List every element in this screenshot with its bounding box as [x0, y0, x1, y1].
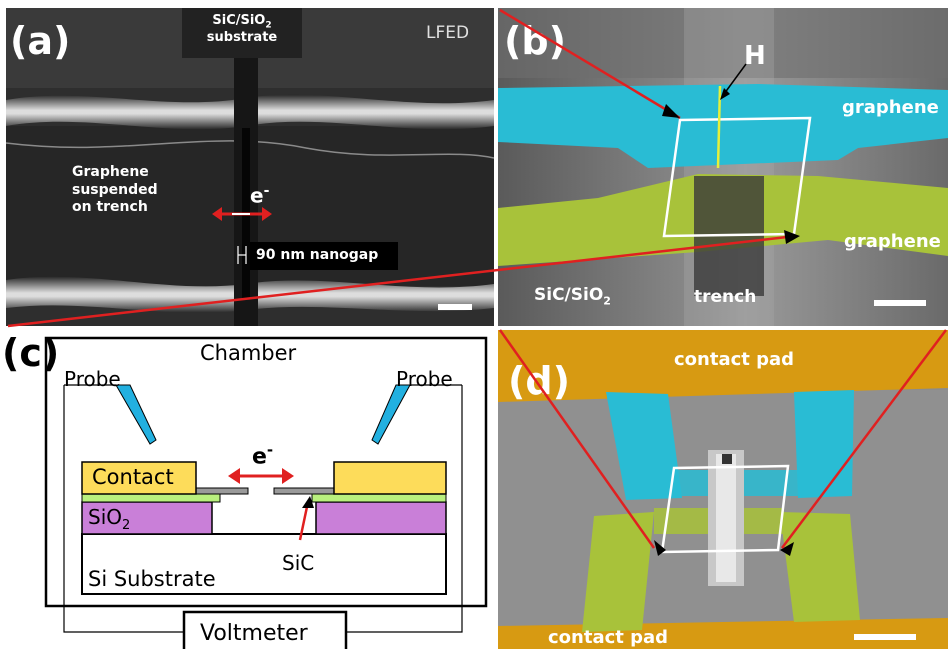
contact-pad-bottom-label: contact pad [548, 627, 669, 648]
substrate-label-main: SiC/SiO [212, 13, 266, 28]
electron-c-main: e [252, 444, 267, 470]
substrate-label-sub: 2 [265, 20, 272, 31]
mode-label: LFED [426, 23, 470, 43]
sio2-main: SiO [88, 505, 122, 529]
electron-c-sup: - [266, 441, 274, 459]
trench-label: trench [694, 287, 757, 307]
chamber-label: Chamber [200, 341, 297, 365]
graphene-top-label: graphene [842, 97, 939, 118]
substrate-label-line2: substrate [206, 30, 278, 46]
probe-left-label: Probe [64, 367, 121, 391]
panel-c: (c) Chamber Probe Probe Contact e- SiO2 … [0, 330, 494, 649]
si-substrate-label: Si Substrate [88, 567, 216, 591]
sio2-label: SiO2 [88, 506, 130, 533]
height-marker-label: H [744, 41, 766, 71]
electron-a-main: e [250, 183, 264, 208]
sic-label: SiC [282, 551, 315, 575]
electron-label-a: e- [250, 183, 270, 208]
panel-b-label: (b) [504, 19, 566, 63]
graphene-label-line2: suspended [72, 181, 158, 198]
sio2-sub: 2 [122, 518, 131, 533]
panel-c-label: (c) [2, 331, 60, 375]
electron-a-sup: - [263, 183, 270, 199]
contact-label: Contact [92, 465, 174, 489]
graphene-label-line1: Graphene [72, 164, 149, 180]
contact-pad-top-label: contact pad [674, 349, 795, 370]
substrate-label-b: SiC/SiO2 [534, 286, 611, 307]
panel-d-label: (d) [508, 359, 570, 403]
panel-d: (d) contact pad contact pad [498, 330, 948, 649]
nanogap-label: 90 nm nanogap [256, 247, 379, 263]
graphene-suspended-label: Graphene suspended on trench [72, 164, 158, 217]
probe-right-label: Probe [396, 367, 453, 391]
electron-label-c: e- [252, 442, 273, 470]
substrate-b-sub: 2 [603, 294, 611, 308]
panel-a-label: (a) [10, 19, 71, 63]
graphene-bottom-label: graphene [844, 231, 941, 252]
substrate-label: SiC/SiO2 substrate [184, 13, 300, 46]
graphene-label-line3: on trench [72, 199, 148, 215]
panel-b: (b) H graphene graphene SiC/SiO2 trench [498, 8, 948, 326]
panel-a: (a) SiC/SiO2 substrate LFED Graphene sus… [6, 8, 494, 326]
voltmeter-label: Voltmeter [200, 621, 308, 646]
panel-c-schematic [0, 330, 494, 649]
substrate-b-main: SiC/SiO [534, 285, 604, 305]
